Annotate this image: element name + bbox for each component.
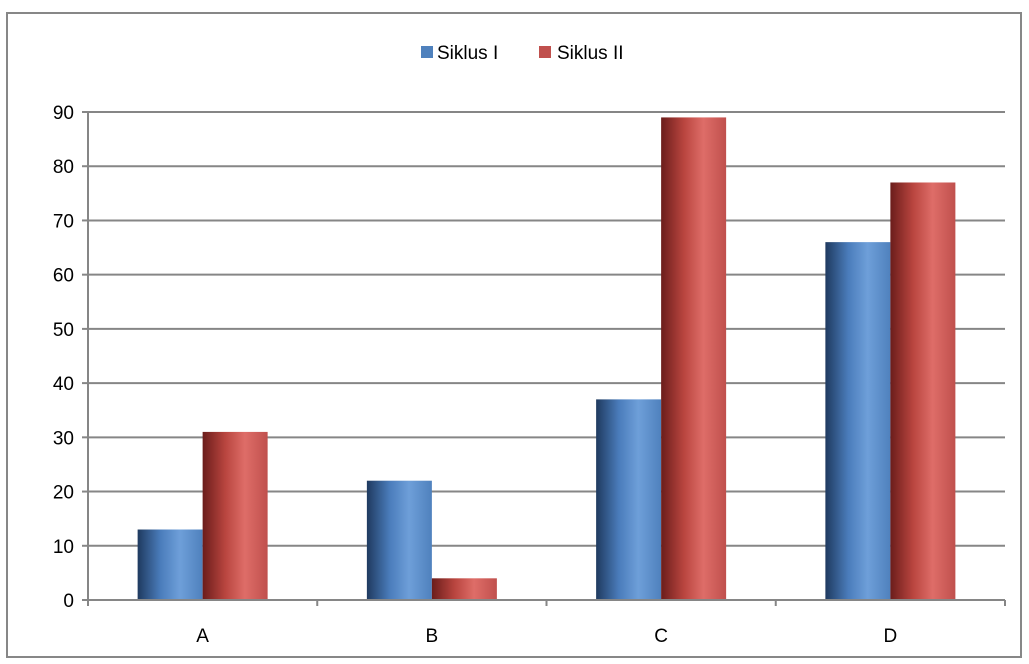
bar-siklus-ii-b [431,578,497,600]
legend-label-siklus-i: Siklus I [437,43,498,64]
y-tick-label: 30 [53,428,74,449]
bar-siklus-i-d [825,242,891,600]
legend-swatch-siklus-ii [539,46,551,58]
bar-siklus-i-a [137,529,203,600]
y-tick-label: 60 [53,266,74,287]
y-tick-label: 0 [63,591,74,612]
y-tick-label: 70 [53,211,74,232]
x-tick-label-b: B [426,626,439,647]
y-tick-label: 20 [53,483,74,504]
x-tick-labels: A B C D [196,626,897,647]
y-tick-label: 90 [53,103,74,124]
bar-siklus-i-c [596,399,662,600]
x-tick-label-c: C [654,626,668,647]
y-tick-labels: 0 10 20 30 40 50 60 70 80 90 [53,103,74,612]
x-tick-label-d: D [884,626,898,647]
bar-siklus-i-b [366,480,432,600]
bar-siklus-ii-a [202,431,268,600]
legend: Siklus I Siklus II [421,43,624,64]
legend-label-siklus-ii: Siklus II [557,43,624,64]
y-tick-label: 10 [53,537,74,558]
axes [82,111,1006,606]
bar-siklus-ii-c [661,117,727,600]
y-tick-label: 80 [53,157,74,178]
legend-swatch-siklus-i [421,46,433,58]
bar-siklus-ii-d [890,182,956,600]
y-tick-label: 50 [53,320,74,341]
bars [137,117,956,600]
x-tick-label-a: A [196,626,209,647]
y-tick-label: 40 [53,374,74,395]
